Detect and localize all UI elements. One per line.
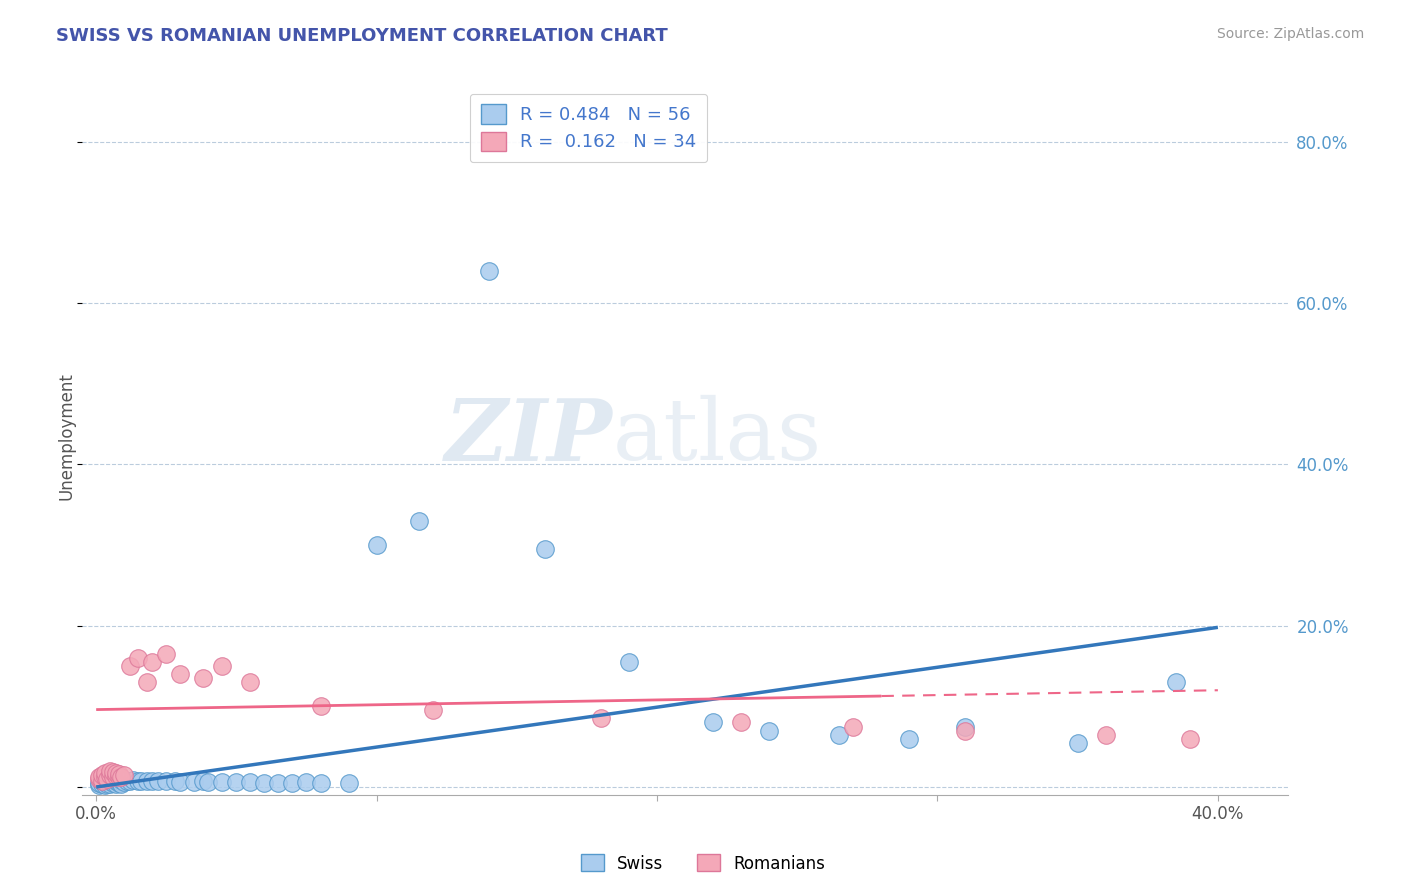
Point — [758, 723, 780, 738]
Point — [239, 675, 262, 690]
Point — [87, 770, 110, 784]
Text: SWISS VS ROMANIAN UNEMPLOYMENT CORRELATION CHART: SWISS VS ROMANIAN UNEMPLOYMENT CORRELATI… — [56, 27, 668, 45]
Point — [211, 659, 233, 673]
Text: atlas: atlas — [613, 394, 823, 478]
Point — [1164, 675, 1187, 690]
Point — [96, 772, 118, 786]
Point — [87, 778, 110, 792]
Point — [135, 774, 157, 789]
Point — [589, 711, 612, 725]
Point — [110, 777, 132, 791]
Point — [101, 772, 124, 787]
Point — [101, 776, 124, 790]
Point — [104, 774, 127, 789]
Point — [534, 542, 557, 557]
Point — [93, 766, 115, 780]
Point — [155, 773, 177, 788]
Text: Source: ZipAtlas.com: Source: ZipAtlas.com — [1216, 27, 1364, 41]
Point — [93, 778, 115, 792]
Point — [295, 775, 318, 789]
Point — [955, 723, 977, 738]
Point — [98, 773, 121, 788]
Point — [617, 655, 640, 669]
Point — [107, 773, 129, 788]
Point — [104, 777, 127, 791]
Point — [1066, 736, 1088, 750]
Point — [309, 699, 332, 714]
Point — [225, 775, 247, 789]
Point — [267, 776, 290, 790]
Point — [93, 775, 115, 789]
Point — [309, 776, 332, 790]
Point — [239, 775, 262, 789]
Point — [408, 514, 430, 528]
Legend: Swiss, Romanians: Swiss, Romanians — [574, 847, 832, 880]
Point — [842, 719, 865, 733]
Point — [337, 776, 360, 790]
Point — [1094, 728, 1116, 742]
Point — [98, 768, 121, 782]
Point — [104, 766, 127, 780]
Point — [702, 715, 724, 730]
Point — [90, 773, 112, 788]
Point — [183, 775, 205, 789]
Point — [101, 765, 124, 780]
Point — [110, 770, 132, 784]
Point — [163, 774, 186, 789]
Point — [146, 774, 169, 789]
Point — [101, 770, 124, 784]
Point — [104, 772, 127, 786]
Point — [96, 774, 118, 789]
Point — [87, 776, 110, 790]
Point — [87, 772, 110, 786]
Point — [121, 772, 143, 787]
Point — [169, 667, 191, 681]
Point — [211, 775, 233, 789]
Point — [127, 651, 149, 665]
Point — [110, 772, 132, 787]
Point — [118, 774, 141, 789]
Point — [422, 703, 444, 717]
Point — [135, 675, 157, 690]
Point — [253, 776, 276, 790]
Point — [191, 774, 214, 789]
Point — [90, 768, 112, 782]
Y-axis label: Unemployment: Unemployment — [58, 372, 75, 500]
Point — [96, 777, 118, 791]
Point — [730, 715, 752, 730]
Point — [112, 768, 135, 782]
Point — [828, 728, 851, 742]
Point — [107, 776, 129, 790]
Point — [90, 777, 112, 791]
Point — [898, 731, 921, 746]
Point — [93, 770, 115, 784]
Text: ZIP: ZIP — [444, 394, 613, 478]
Point — [107, 767, 129, 781]
Point — [281, 776, 304, 790]
Point — [141, 773, 163, 788]
Point — [96, 772, 118, 787]
Point — [98, 777, 121, 791]
Legend: R = 0.484   N = 56, R =  0.162   N = 34: R = 0.484 N = 56, R = 0.162 N = 34 — [470, 94, 707, 162]
Point — [104, 769, 127, 783]
Point — [1178, 731, 1201, 746]
Point — [98, 764, 121, 778]
Point — [129, 773, 152, 788]
Point — [90, 774, 112, 789]
Point — [155, 647, 177, 661]
Point — [191, 671, 214, 685]
Point — [118, 659, 141, 673]
Point — [107, 770, 129, 784]
Point — [366, 538, 388, 552]
Point — [478, 264, 501, 278]
Point — [169, 775, 191, 789]
Point — [955, 719, 977, 733]
Point — [141, 655, 163, 669]
Point — [112, 775, 135, 789]
Point — [115, 773, 138, 788]
Point — [127, 774, 149, 789]
Point — [197, 775, 219, 789]
